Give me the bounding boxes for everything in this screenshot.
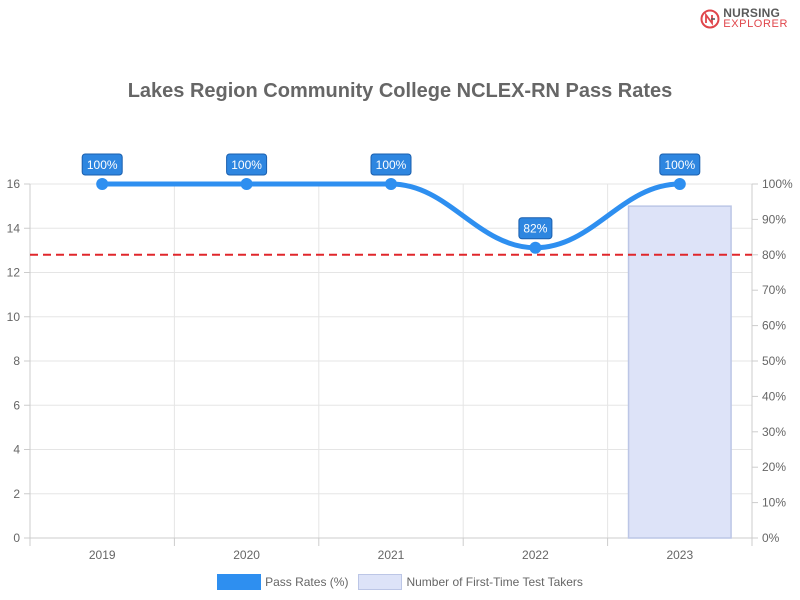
chart-legend: Pass Rates (%) Number of First-Time Test… bbox=[0, 574, 800, 590]
brand-wordmark: NURSING EXPLORER bbox=[723, 6, 788, 30]
legend-item-pass-rates[interactable]: Pass Rates (%) bbox=[217, 574, 348, 590]
y-left-tick-label: 12 bbox=[7, 266, 21, 280]
legend-label-test-takers: Number of First-Time Test Takers bbox=[406, 575, 583, 589]
data-label-text: 100% bbox=[376, 158, 407, 172]
bar-test-takers bbox=[627, 205, 732, 539]
brand-line1: NURSING bbox=[723, 6, 781, 20]
line-pass-rates bbox=[99, 181, 683, 251]
x-tick-label: 2023 bbox=[666, 548, 693, 562]
x-tick-label: 2022 bbox=[522, 548, 549, 562]
y-right-tick-label: 0% bbox=[762, 531, 780, 545]
point-pass-rate bbox=[240, 178, 253, 190]
y-right-tick-label: 40% bbox=[762, 389, 786, 403]
data-label-text: 82% bbox=[523, 222, 547, 236]
point-pass-rate bbox=[529, 241, 542, 254]
data-label-box bbox=[81, 153, 123, 176]
y-right-tick-label: 50% bbox=[762, 354, 786, 368]
y-left-tick-label: 2 bbox=[13, 487, 20, 501]
x-tick-label: 2020 bbox=[233, 548, 260, 562]
y-right-tick-label: 90% bbox=[762, 212, 786, 226]
data-label-pass-rate: 100% bbox=[226, 153, 268, 176]
brand-line2: EXPLORER bbox=[723, 18, 788, 30]
x-tick-label: 2019 bbox=[89, 548, 116, 562]
point-pass-rate bbox=[96, 178, 109, 190]
data-label-text: 100% bbox=[664, 158, 695, 172]
legend-item-test-takers[interactable]: Number of First-Time Test Takers bbox=[358, 574, 583, 590]
y-right-tick-label: 100% bbox=[762, 177, 793, 191]
x-tick-label: 2021 bbox=[378, 548, 405, 562]
legend-swatch-pass-rates bbox=[217, 574, 262, 590]
y-left-tick-label: 0 bbox=[13, 531, 20, 545]
data-label-pass-rate: 100% bbox=[659, 153, 701, 176]
y-right-tick-label: 60% bbox=[762, 319, 786, 333]
legend-swatch-test-takers bbox=[358, 574, 403, 590]
brand-logo: NURSING EXPLORER bbox=[700, 6, 788, 30]
y-right-tick-label: 70% bbox=[762, 283, 786, 297]
y-right-tick-label: 10% bbox=[762, 496, 786, 510]
y-left-tick-label: 8 bbox=[13, 354, 20, 368]
y-left-tick-label: 6 bbox=[13, 398, 20, 412]
point-pass-rate bbox=[385, 178, 397, 190]
legend-label-pass-rates: Pass Rates (%) bbox=[265, 575, 349, 589]
chart-title: Lakes Region Community College NCLEX-RN … bbox=[127, 80, 673, 102]
data-label-box bbox=[518, 217, 553, 240]
nursing-explorer-logo-icon bbox=[700, 9, 720, 29]
data-label-box bbox=[226, 153, 268, 176]
y-right-tick-label: 30% bbox=[762, 425, 786, 439]
y-right-tick-label: 80% bbox=[762, 248, 786, 262]
data-label-box bbox=[370, 153, 412, 176]
data-label-pass-rate: 100% bbox=[370, 153, 412, 176]
data-label-box bbox=[659, 153, 701, 176]
point-pass-rate bbox=[673, 178, 686, 190]
y-left-tick-label: 14 bbox=[7, 221, 21, 235]
y-left-tick-label: 16 bbox=[7, 177, 21, 191]
data-label-pass-rate: 82% bbox=[518, 217, 553, 240]
y-left-tick-label: 4 bbox=[13, 443, 20, 457]
data-label-text: 100% bbox=[231, 158, 262, 172]
y-right-tick-label: 20% bbox=[762, 460, 786, 474]
y-left-tick-label: 10 bbox=[7, 310, 21, 324]
data-label-pass-rate: 100% bbox=[81, 153, 123, 176]
data-label-text: 100% bbox=[87, 158, 118, 172]
